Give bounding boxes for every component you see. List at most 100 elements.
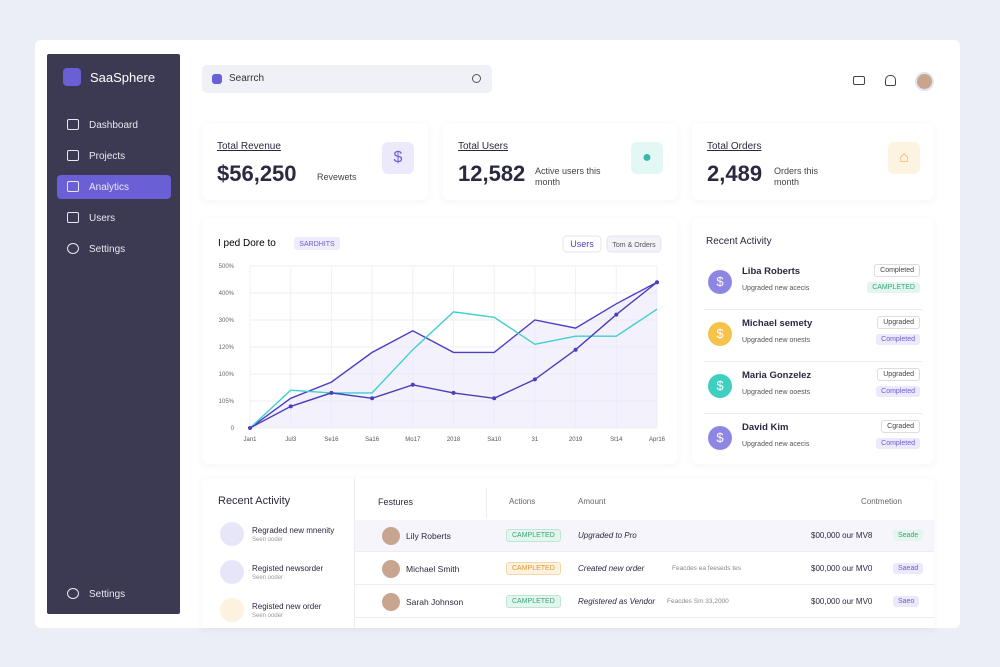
activity-desc: Upgraded new acecis <box>742 285 810 292</box>
table-row[interactable]: Sarah Johnson CAMPLETED Registered as Vend… <box>355 586 934 618</box>
stat-value: $56,250 <box>217 161 297 186</box>
row-tag: Saeo <box>893 596 920 607</box>
search-box[interactable]: Searrch <box>202 65 492 93</box>
activity-status: Upgraded <box>877 316 920 329</box>
activity-name: David Kim <box>742 422 789 433</box>
point <box>410 382 415 387</box>
activity-item: $ David Kim Upgraded new acecis Cgraded Comp… <box>704 416 922 466</box>
activity-desc: Upgraded new acecis <box>742 441 810 448</box>
activity-tag: Completed <box>876 386 920 397</box>
row-status: CAMPLETED <box>506 529 561 542</box>
stat-card: Total Revenue $56,250 Revewets $ <box>202 123 428 200</box>
activity-tag: CAMPLETED <box>867 282 920 293</box>
point <box>614 312 619 317</box>
table-header: Amount <box>578 497 606 506</box>
table-header: Festures <box>378 497 414 507</box>
activity-name: Liba Roberts <box>742 266 801 277</box>
row-name: Lily Roberts <box>406 531 451 541</box>
nav-item[interactable]: Projects <box>57 144 171 168</box>
recent-title: Recent Activity <box>218 495 291 507</box>
x-tick-label: 2019 <box>569 437 583 443</box>
activity-icon: $ <box>708 322 732 346</box>
table-header: Contmetion <box>861 497 902 506</box>
stat-note: Revewets <box>317 172 357 182</box>
stat-title: Total Orders <box>707 141 762 152</box>
row-detail: Feacdes Sm 33,2000 <box>667 598 729 605</box>
row-action: Created new order <box>578 564 645 573</box>
activity-title: Recent Activity <box>706 236 772 247</box>
icon <box>67 588 79 599</box>
row-action: Registered as Vendor <box>578 597 656 606</box>
row-name: Sarah Johnson <box>406 597 464 607</box>
activity-tag: Completed <box>876 438 920 449</box>
tab[interactable] <box>562 235 602 253</box>
stat-title: Total Revenue <box>217 141 281 152</box>
nav-item[interactable]: Dashboard <box>57 113 171 137</box>
table-row[interactable]: Lily Roberts CAMPLETED Upgraded to Pro $00,… <box>355 520 934 552</box>
tab[interactable] <box>606 235 662 253</box>
brand: SaaSphere <box>90 70 156 85</box>
recent-icon <box>220 560 244 584</box>
row-avatar <box>382 593 400 611</box>
table-header: Actions <box>509 497 536 506</box>
activity-name: Maria Gonzelez <box>742 370 812 381</box>
stat-value: 2,489 <box>707 161 763 186</box>
activity-item: $ Michael semety Upgraded new onests Upgrad… <box>704 312 922 362</box>
point <box>451 390 456 395</box>
row-detail: Feacdes ea feeseds tes <box>672 565 742 572</box>
activity-item: $ Maria Gonzelez Upgraded new ooests Upgrad… <box>704 364 922 414</box>
activity-icon: $ <box>708 426 732 450</box>
point <box>288 404 293 409</box>
nav-label: Projects <box>89 151 126 162</box>
point <box>248 426 252 430</box>
recent-text: Registed new order <box>252 602 322 611</box>
stat-card: Total Users 12,582 Active users this month… <box>443 123 677 200</box>
stat-note: Active users this month <box>535 166 601 187</box>
recent-text: Registed newsorder <box>252 564 324 573</box>
row-action: Upgraded to Pro <box>578 531 637 540</box>
x-tick-label: 31 <box>532 437 539 443</box>
nav-label: Settings <box>89 244 126 255</box>
row-amount: $00,000 our MV0 <box>811 597 873 606</box>
x-tick-label: Se16 <box>324 437 339 443</box>
point <box>532 377 537 382</box>
activity-name: Michael semety <box>742 318 813 329</box>
icon <box>67 119 79 130</box>
nav-item[interactable]: Users <box>57 206 171 230</box>
search-icon <box>212 74 222 84</box>
bell-icon[interactable] <box>885 75 896 86</box>
badge-bg <box>294 237 340 250</box>
tab-label[interactable]: Users <box>570 239 594 249</box>
point <box>329 390 334 395</box>
stat-icon: ● <box>631 142 663 174</box>
y-tick-label: 0 <box>231 426 235 432</box>
tab-label[interactable]: Tom & Orders <box>612 242 656 249</box>
chart-card: I ped Dore to SARDHITS Users Tom & Order… <box>202 218 677 464</box>
row-amount: $00,000 our MV0 <box>811 564 873 573</box>
mail-icon[interactable] <box>853 76 865 85</box>
nav-item[interactable]: Settings <box>57 237 171 261</box>
search-glass <box>472 74 481 83</box>
avatar[interactable] <box>915 72 934 91</box>
nav-footer[interactable]: Settings <box>57 582 171 606</box>
row-avatar <box>382 527 400 545</box>
activity-card: Recent Activity $ Liba Roberts Upgraded ne… <box>692 218 934 464</box>
y-tick-label: 120% <box>219 345 235 351</box>
y-tick-label: 400% <box>219 291 235 297</box>
point <box>573 347 578 352</box>
activity-desc: Upgraded new onests <box>742 337 811 344</box>
nav-item[interactable]: Analytics <box>57 175 171 199</box>
icon <box>67 243 79 254</box>
line <box>249 281 658 429</box>
table-row[interactable]: Michael Smith CAMPLETED Created new order F… <box>355 553 934 585</box>
recent-icon <box>220 598 244 622</box>
x-tick-label: St14 <box>610 437 623 443</box>
activity-icon: $ <box>708 374 732 398</box>
row-name: Michael Smith <box>406 564 460 574</box>
nav-label: Analytics <box>89 182 130 193</box>
icon <box>67 212 79 223</box>
point <box>655 280 659 285</box>
x-tick-label: 2018 <box>447 437 461 443</box>
icon <box>67 150 79 161</box>
